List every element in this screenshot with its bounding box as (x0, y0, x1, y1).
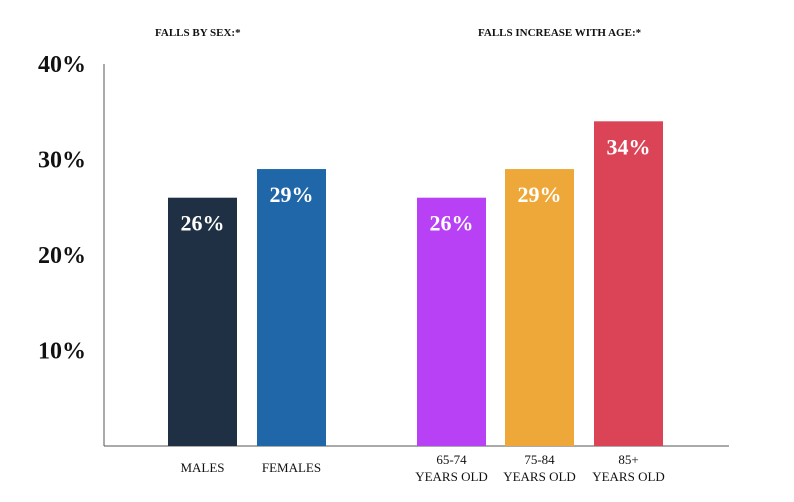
category-label: MALES (180, 460, 224, 475)
category-label-line: YEARS OLD (415, 469, 488, 484)
category-label-line: 85+ (618, 452, 638, 467)
group-title: FALLS BY SEX:* (155, 27, 241, 39)
bar (594, 121, 663, 447)
bar-value-label: 34% (607, 134, 651, 159)
bar (168, 197, 237, 446)
value-labels: 26% 29% 26% 29% 34% (181, 134, 651, 235)
category-label-line: YEARS OLD (592, 469, 665, 484)
category-label: 85+ YEARS OLD (592, 452, 665, 484)
bar-value-label: 26% (430, 211, 474, 236)
bar (257, 169, 326, 447)
bars (168, 121, 663, 447)
y-tick-label: 40% (38, 52, 86, 78)
group-title: FALLS INCREASE WITH AGE:* (478, 27, 642, 39)
category-label: FEMALES (262, 460, 321, 475)
y-tick-label: 20% (38, 243, 86, 269)
y-tick-label: 30% (38, 148, 86, 174)
y-tick-label: 10% (38, 339, 86, 365)
bar-value-label: 26% (181, 211, 225, 236)
bar-value-label: 29% (270, 182, 314, 207)
bar (505, 169, 574, 447)
category-label-line: 65-74 (436, 452, 467, 467)
category-label: 75-84 YEARS OLD (503, 452, 576, 484)
bar (417, 197, 486, 446)
category-label-line: 75-84 (524, 452, 555, 467)
category-label: 65-74 YEARS OLD (415, 452, 488, 484)
group-titles: FALLS BY SEX:* FALLS INCREASE WITH AGE:* (155, 27, 642, 39)
y-tick-labels: 10% 20% 30% 40% (38, 52, 86, 365)
category-label-line: MALES (180, 460, 224, 475)
bar-value-label: 29% (518, 182, 562, 207)
category-labels: MALES FEMALES 65-74 YEARS OLD 75-84 YEARS OLD… (180, 452, 664, 484)
category-label-line: FEMALES (262, 460, 321, 475)
category-label-line: YEARS OLD (503, 469, 576, 484)
